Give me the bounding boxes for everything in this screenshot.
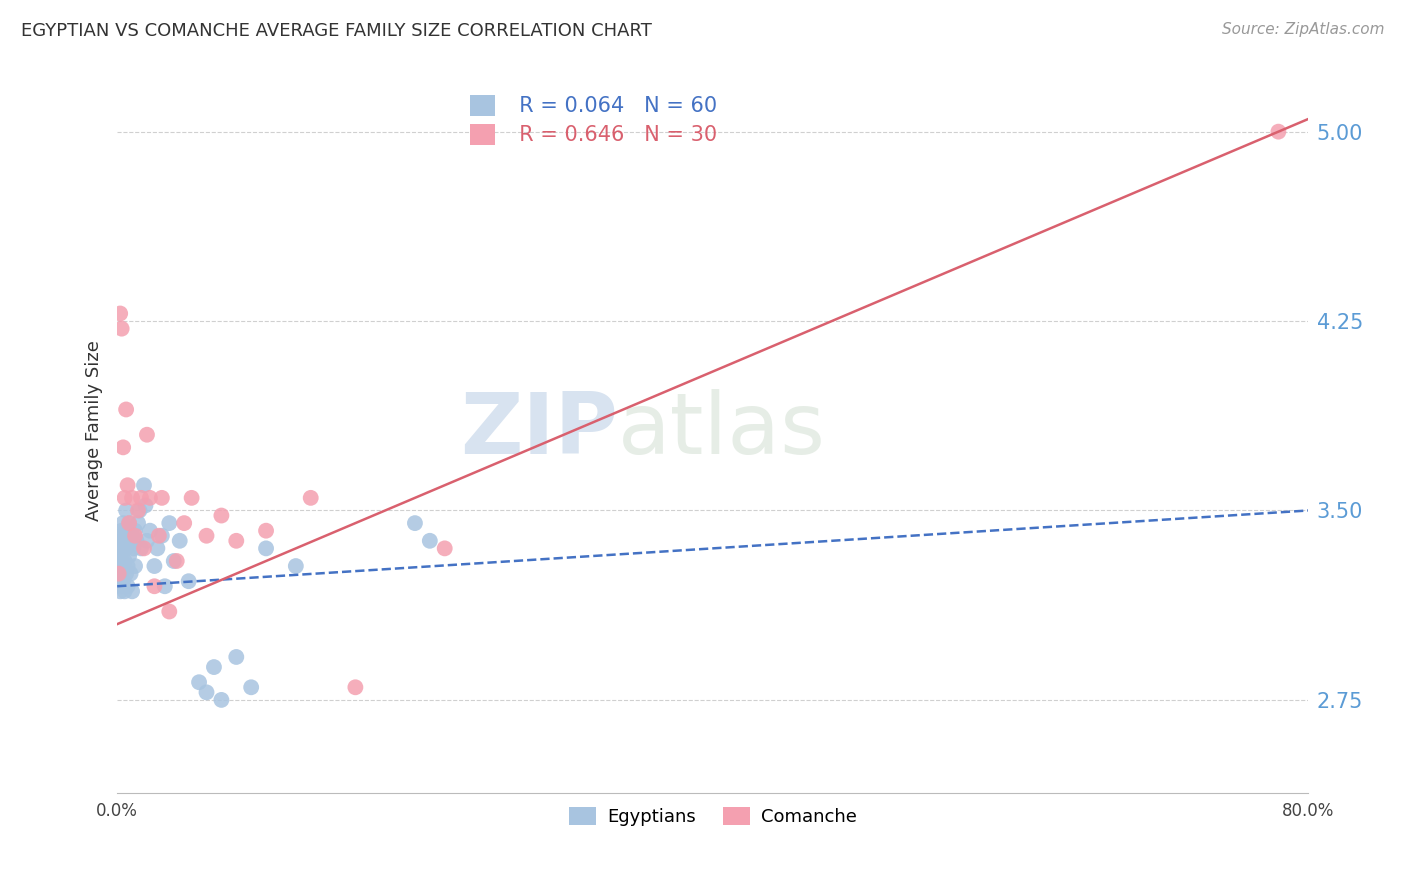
Point (115, 402, 138, 417)
Point (177, 574, 200, 589)
Point (419, 533, 441, 548)
Point (112, 441, 135, 455)
Point (111, 554, 134, 568)
Point (173, 516, 195, 530)
Point (132, 478, 155, 492)
Point (118, 549, 141, 563)
Point (111, 321, 134, 335)
Point (115, 541, 138, 556)
Legend: Egyptians, Comanche: Egyptians, Comanche (560, 797, 866, 835)
Point (195, 529, 218, 543)
Point (195, 685, 218, 699)
Point (150, 529, 173, 543)
Point (114, 533, 136, 548)
Point (202, 660, 225, 674)
Point (112, 541, 135, 556)
Point (157, 605, 180, 619)
Point (115, 524, 138, 538)
Point (114, 584, 136, 599)
Point (118, 516, 141, 530)
Point (254, 541, 277, 556)
Point (108, 529, 131, 543)
Point (254, 524, 277, 538)
Point (111, 524, 134, 538)
Text: Source: ZipAtlas.com: Source: ZipAtlas.com (1222, 22, 1385, 37)
Point (111, 566, 134, 581)
Point (112, 574, 135, 589)
Point (121, 584, 143, 599)
Point (169, 533, 191, 548)
Point (122, 541, 145, 556)
Point (121, 529, 143, 543)
Point (404, 516, 426, 530)
Point (139, 491, 162, 505)
Point (344, 680, 367, 694)
Point (225, 650, 247, 665)
Point (180, 491, 202, 505)
Point (118, 516, 141, 530)
Point (114, 491, 136, 505)
Point (112, 516, 135, 530)
Point (209, 508, 232, 523)
Point (120, 566, 142, 581)
Text: atlas: atlas (617, 390, 825, 473)
Point (153, 579, 176, 593)
Point (284, 559, 307, 574)
Point (108, 541, 131, 556)
Point (157, 516, 180, 530)
Point (225, 533, 247, 548)
Point (124, 529, 146, 543)
Point (111, 579, 134, 593)
Point (108, 306, 131, 320)
Point (148, 529, 170, 543)
Point (150, 491, 173, 505)
Y-axis label: Average Family Size: Average Family Size (86, 341, 103, 521)
Point (299, 491, 322, 505)
Point (143, 559, 166, 574)
Point (117, 559, 139, 574)
Point (146, 541, 169, 556)
Point (127, 516, 149, 530)
Point (115, 566, 138, 581)
Text: EGYPTIAN VS COMANCHE AVERAGE FAMILY SIZE CORRELATION CHART: EGYPTIAN VS COMANCHE AVERAGE FAMILY SIZE… (21, 22, 652, 40)
Point (209, 693, 232, 707)
Point (136, 533, 159, 548)
Point (124, 559, 146, 574)
Point (128, 503, 150, 517)
Point (124, 524, 146, 538)
Point (115, 503, 138, 517)
Point (188, 675, 211, 690)
Point (117, 579, 139, 593)
Point (143, 579, 166, 593)
Point (108, 584, 131, 599)
Point (108, 549, 131, 563)
Point (129, 541, 152, 556)
Point (117, 478, 139, 492)
Point (129, 491, 152, 505)
Point (139, 524, 162, 538)
Point (240, 680, 263, 694)
Point (166, 554, 188, 568)
Text: ZIP: ZIP (460, 390, 617, 473)
Point (132, 541, 155, 556)
Point (136, 427, 159, 442)
Point (127, 503, 149, 517)
Point (1267, 125, 1289, 139)
Point (433, 541, 456, 556)
Point (111, 533, 134, 548)
Point (121, 491, 143, 505)
Point (112, 559, 135, 574)
Point (107, 574, 129, 589)
Point (107, 566, 129, 581)
Point (125, 533, 148, 548)
Point (107, 559, 129, 574)
Point (120, 533, 142, 548)
Point (134, 499, 156, 513)
Point (163, 554, 186, 568)
Point (114, 554, 136, 568)
Point (117, 533, 139, 548)
